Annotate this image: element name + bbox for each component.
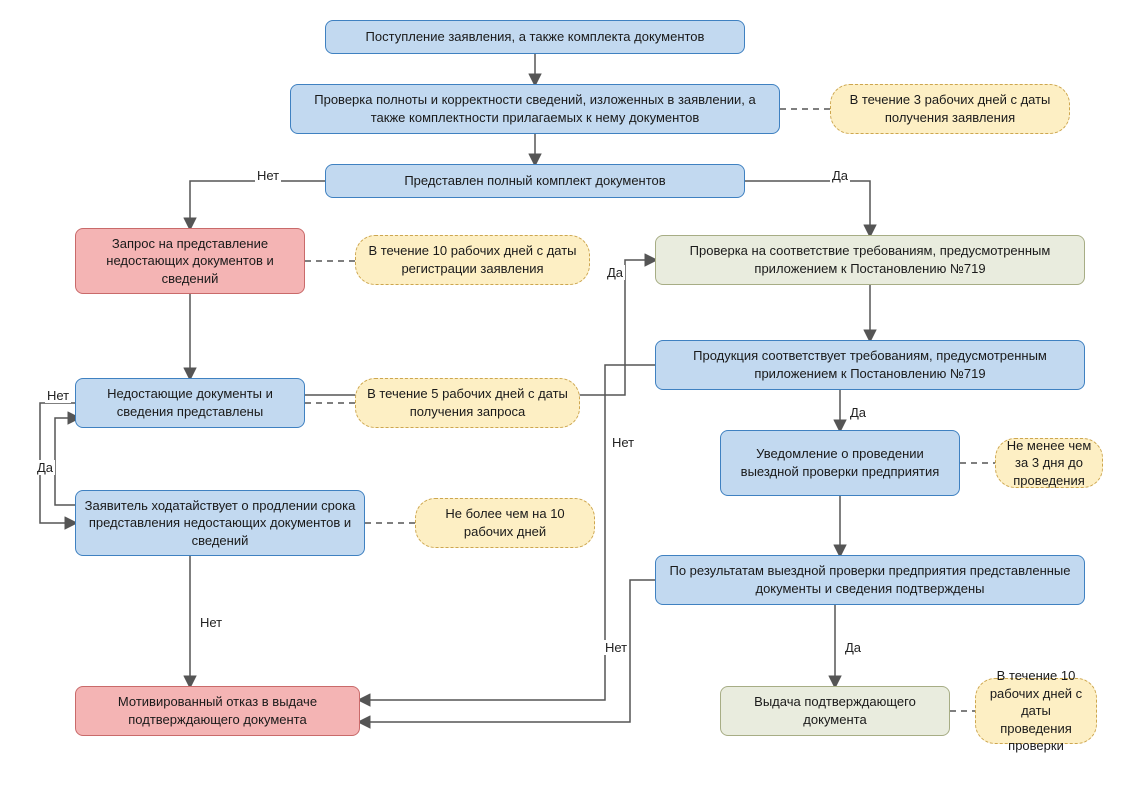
node-n18: В течение 10 рабочих дней с даты проведе…: [975, 678, 1097, 744]
edge-label: Да: [843, 640, 863, 655]
node-text: Продукция соответствует требованиям, пре…: [664, 347, 1076, 382]
edge-label: Да: [605, 265, 625, 280]
node-n4: Представлен полный комплект документов: [325, 164, 745, 198]
node-n12: Не более чем на 10 рабочих дней: [415, 498, 595, 548]
node-n15: По результатам выездной проверки предпри…: [655, 555, 1085, 605]
node-text: Не более чем на 10 рабочих дней: [424, 505, 586, 540]
node-text: По результатам выездной проверки предпри…: [664, 562, 1076, 597]
node-text: В течение 3 рабочих дней с даты получени…: [839, 91, 1061, 126]
node-n13: Уведомление о проведении выездной провер…: [720, 430, 960, 496]
node-text: Проверка на соответствие требованиям, пр…: [664, 242, 1076, 277]
node-text: Недостающие документы и сведения предста…: [84, 385, 296, 420]
node-text: Уведомление о проведении выездной провер…: [729, 445, 951, 480]
edge-label: Нет: [603, 640, 629, 655]
node-text: В течение 10 рабочих дней с даты проведе…: [984, 667, 1088, 755]
node-text: Поступление заявления, а также комплекта…: [366, 28, 705, 46]
edge-label: Нет: [45, 388, 71, 403]
node-n17: Выдача подтверждающего документа: [720, 686, 950, 736]
node-n6: В течение 10 рабочих дней с даты регистр…: [355, 235, 590, 285]
node-text: В течение 10 рабочих дней с даты регистр…: [364, 242, 581, 277]
flowchart-canvas: Поступление заявления, а также комплекта…: [0, 0, 1122, 793]
node-text: Представлен полный комплект документов: [404, 172, 665, 190]
node-n2: Проверка полноты и корректности сведений…: [290, 84, 780, 134]
node-n7: Проверка на соответствие требованиям, пр…: [655, 235, 1085, 285]
node-n3: В течение 3 рабочих дней с даты получени…: [830, 84, 1070, 134]
node-n1: Поступление заявления, а также комплекта…: [325, 20, 745, 54]
node-text: В течение 5 рабочих дней с даты получени…: [364, 385, 571, 420]
edge-label: Нет: [610, 435, 636, 450]
node-n16: Мотивированный отказ в выдаче подтвержда…: [75, 686, 360, 736]
edge-label: Да: [830, 168, 850, 183]
node-n11: Заявитель ходатайствует о продлении срок…: [75, 490, 365, 556]
edge-label: Да: [848, 405, 868, 420]
edge-n4-n7: [745, 181, 870, 235]
node-text: Мотивированный отказ в выдаче подтвержда…: [84, 693, 351, 728]
node-text: Не менее чем за 3 дня до проведения: [1004, 437, 1094, 490]
node-n10: Продукция соответствует требованиям, пре…: [655, 340, 1085, 390]
node-text: Запрос на представление недостающих доку…: [84, 235, 296, 288]
node-text: Выдача подтверждающего документа: [729, 693, 941, 728]
edge-n11-n8: [55, 418, 78, 505]
node-text: Проверка полноты и корректности сведений…: [299, 91, 771, 126]
node-text: Заявитель ходатайствует о продлении срок…: [84, 497, 356, 550]
node-n5: Запрос на представление недостающих доку…: [75, 228, 305, 294]
node-n8: Недостающие документы и сведения предста…: [75, 378, 305, 428]
node-n9: В течение 5 рабочих дней с даты получени…: [355, 378, 580, 428]
edge-n4-n5: [190, 181, 325, 228]
edge-label: Да: [35, 460, 55, 475]
edge-label: Нет: [198, 615, 224, 630]
node-n14: Не менее чем за 3 дня до проведения: [995, 438, 1103, 488]
edge-label: Нет: [255, 168, 281, 183]
